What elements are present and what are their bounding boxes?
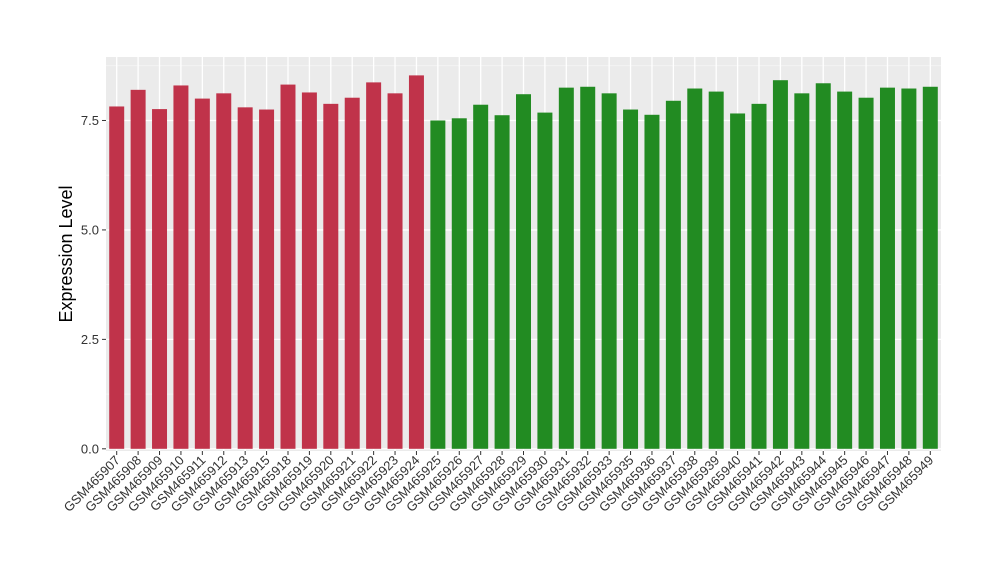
bar-GSM465909 — [152, 109, 168, 449]
bar-GSM465930 — [537, 112, 553, 449]
bar-GSM465911 — [194, 98, 210, 449]
y-tick-label: 5.0 — [81, 222, 99, 237]
bar-GSM465937 — [665, 100, 681, 449]
bar-GSM465913 — [237, 107, 253, 449]
bar-GSM465926 — [451, 118, 467, 449]
bar-GSM465932 — [580, 86, 596, 449]
bar-GSM465929 — [516, 94, 531, 449]
bar-GSM465924 — [408, 75, 424, 449]
bar-GSM465927 — [473, 104, 489, 449]
bar-GSM465923 — [387, 93, 403, 449]
bar-GSM465938 — [687, 88, 703, 449]
y-axis-title: Expression Level — [56, 185, 76, 322]
bar-GSM465946 — [858, 97, 874, 449]
bar-GSM465935 — [623, 109, 639, 449]
bar-GSM465922 — [366, 82, 382, 449]
bar-GSM465944 — [815, 83, 831, 449]
bar-GSM465933 — [601, 93, 617, 449]
bar-GSM465925 — [430, 120, 446, 449]
bar-GSM465907 — [109, 106, 125, 449]
bar-GSM465936 — [644, 114, 660, 449]
bar-GSM465919 — [301, 92, 317, 449]
y-tick-label: 7.5 — [81, 113, 99, 128]
bar-GSM465921 — [344, 97, 360, 449]
y-axis: 0.0 2.5 5.0 7.5 — [81, 113, 106, 456]
bar-GSM465943 — [794, 93, 810, 449]
bar-GSM465931 — [558, 87, 574, 449]
bar-GSM465910 — [173, 85, 189, 449]
y-tick-label: 0.0 — [81, 441, 99, 456]
bar-GSM465920 — [323, 103, 339, 449]
bar-GSM465949 — [922, 86, 938, 449]
bar-GSM465918 — [280, 84, 296, 449]
bar-GSM465928 — [494, 115, 510, 449]
bar-GSM465942 — [772, 80, 788, 449]
bar-GSM465940 — [730, 113, 746, 449]
bar-GSM465948 — [901, 88, 917, 449]
bars — [109, 75, 938, 449]
bar-GSM465941 — [751, 103, 767, 449]
x-axis: GSM465907GSM465908GSM465909GSM465910GSM4… — [61, 451, 936, 515]
y-tick-label: 2.5 — [81, 332, 99, 347]
bar-GSM465939 — [708, 91, 724, 449]
bar-GSM465908 — [130, 89, 146, 449]
bar-GSM465912 — [216, 93, 232, 449]
bar-GSM465915 — [259, 109, 275, 449]
bar-GSM465947 — [879, 87, 895, 449]
bar-GSM465945 — [837, 91, 853, 449]
